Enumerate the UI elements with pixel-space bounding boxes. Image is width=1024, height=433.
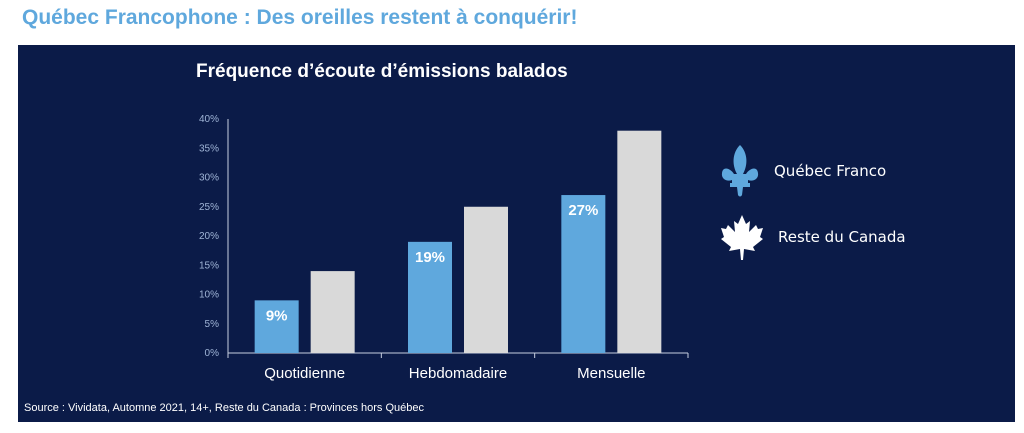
y-tick-label: 35% bbox=[199, 143, 219, 154]
y-tick-label: 5% bbox=[205, 319, 220, 330]
legend-label-quebec: Québec Franco bbox=[774, 162, 887, 180]
y-tick-label: 0% bbox=[205, 348, 220, 359]
y-tick-label: 15% bbox=[199, 260, 219, 271]
data-label: 9% bbox=[266, 307, 288, 324]
y-tick-label: 10% bbox=[199, 290, 219, 301]
x-category-label: Hebdomadaire bbox=[409, 365, 507, 382]
fleur-de-lis-icon bbox=[721, 145, 759, 197]
y-tick-label: 40% bbox=[199, 114, 219, 125]
bar-rest-of-canada bbox=[464, 206, 508, 353]
bar-quebec bbox=[408, 241, 452, 353]
bar-chart: 0% 5% 10% 15% 20% 25% 30% 35% 40% 9% Quotidienne 19… bbox=[199, 114, 689, 382]
source-note: Source : Vividata, Automne 2021, 14+, Re… bbox=[24, 402, 425, 414]
bar-rest-of-canada bbox=[617, 130, 662, 353]
bar-rest-of-canada bbox=[310, 271, 355, 353]
y-tick-label: 30% bbox=[199, 173, 219, 184]
bar-quebec bbox=[561, 195, 606, 353]
legend-label-rest-of-canada: Reste du Canada bbox=[778, 228, 906, 246]
legend-item-quebec: Québec Franco bbox=[720, 143, 886, 199]
data-label: 27% bbox=[568, 202, 598, 219]
bar-quebec bbox=[254, 300, 299, 353]
chart-title: Fréquence d’écoute d’émissions balados bbox=[196, 61, 568, 82]
maple-leaf-icon bbox=[721, 215, 763, 260]
x-category-label: Quotidienne bbox=[264, 365, 345, 382]
x-category-label: Mensuelle bbox=[577, 365, 645, 382]
slide-title: Québec Francophone : Des oreilles resten… bbox=[22, 6, 578, 29]
legend-item-rest-of-canada: Reste du Canada bbox=[720, 213, 906, 261]
data-label: 19% bbox=[415, 249, 445, 266]
y-tick-label: 25% bbox=[199, 202, 219, 213]
y-tick-label: 20% bbox=[199, 231, 219, 242]
chart-panel: 0% 5% 10% 15% 20% 25% 30% 35% 40% 9% Quotidienne 19… bbox=[18, 45, 1015, 422]
